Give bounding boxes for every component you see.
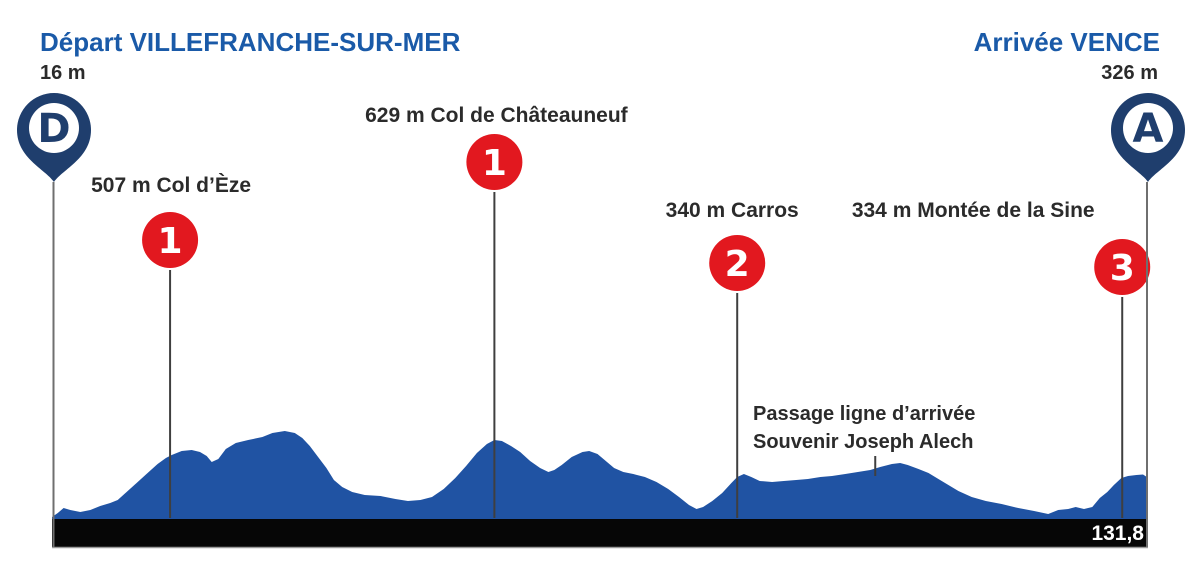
climb-category-badge: [142, 212, 199, 268]
climb-category-badge: [709, 235, 766, 291]
total-distance-label: 131,8: [1091, 522, 1144, 545]
start-pin-letter: D: [37, 106, 70, 152]
climb-category-number: 2: [725, 244, 750, 285]
finish-pin: A: [1111, 93, 1185, 182]
finish-pin-disc: [1123, 103, 1173, 153]
climb-category-number: 3: [1110, 248, 1135, 289]
climb-category-badge: [466, 134, 523, 190]
depart-title: Départ VILLEFRANCHE-SUR-MER: [40, 27, 461, 57]
climb-marker: 3 334 m Montée de la Sine: [852, 199, 1151, 518]
arrivee-elevation: 326 m: [1101, 62, 1158, 84]
finish-pin-letter: A: [1133, 106, 1164, 152]
climb-marker: 2 340 m Carros: [666, 199, 799, 518]
elevation-profile-area: [52, 431, 1148, 519]
start-pin-disc: [29, 103, 79, 153]
start-pin: D: [17, 93, 91, 182]
climb-label: 629 m Col de Châteauneuf: [365, 104, 629, 127]
climb-label: 334 m Montée de la Sine: [852, 199, 1095, 222]
climb-marker: 1 629 m Col de Châteauneuf: [365, 104, 629, 518]
depart-elevation: 16 m: [40, 62, 86, 84]
climb-markers: 1 507 m Col d’Èze 1 629 m Col de Châteauneu…: [91, 104, 1151, 518]
climb-marker: 1 507 m Col d’Èze: [91, 174, 251, 518]
arrivee-title: Arrivée VENCE: [974, 27, 1160, 57]
climb-category-number: 1: [482, 143, 507, 184]
climb-category-badge: [1094, 239, 1151, 295]
climb-label: 340 m Carros: [666, 199, 799, 222]
finish-line-note-line1: Passage ligne d’arrivée: [753, 403, 975, 425]
finish-line-note-line2: Souvenir Joseph Alech: [753, 431, 973, 453]
distance-bar: [52, 519, 1148, 547]
climb-category-number: 1: [158, 221, 183, 262]
climb-label: 507 m Col d’Èze: [91, 174, 251, 197]
